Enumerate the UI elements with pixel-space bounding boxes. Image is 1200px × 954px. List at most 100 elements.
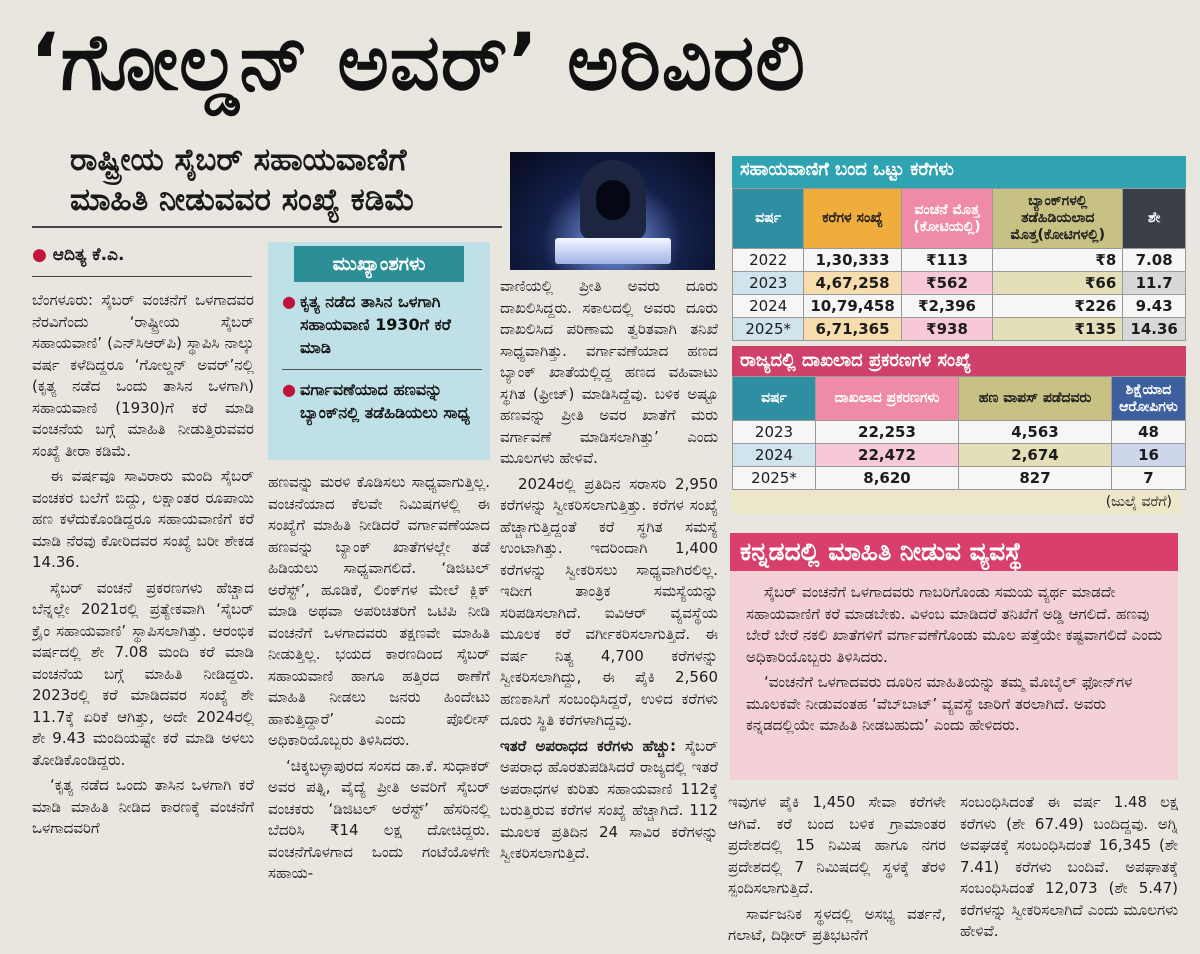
article-column-2: ಹಣವನ್ನು ಮರಳಿ ಕೊಡಿಸಲು ಸಾಧ್ಯವಾಗುತ್ತಿಲ್ಲ. ವ… bbox=[268, 472, 490, 952]
col3-paragraph: ವಾಣಿಯಲ್ಲಿ ಪ್ರೀತಿ ಅವರು ದೂರು ದಾಖಲಿಸಿದ್ದರು.… bbox=[500, 277, 718, 467]
bullet-icon: ● bbox=[282, 292, 296, 311]
table2-caption: ರಾಜ್ಯದಲ್ಲಿ ದಾಖಲಾದ ಪ್ರಕರಣಗಳ ಸಂಖ್ಯೆ bbox=[732, 346, 1186, 376]
table1-header-cell: ಶೇ bbox=[1122, 188, 1186, 249]
table1-header-row: ವರ್ಷ ಕರೆಗಳ ಸಂಖ್ಯೆ ವಂಚನೆ ಮೊತ್ತ (ಕೋಟಿಯಲ್ಲಿ… bbox=[731, 188, 1186, 249]
table2-title: ರಾಜ್ಯದಲ್ಲಿ ದಾಖಲಾದ ಪ್ರಕರಣಗಳ ಸಂಖ್ಯೆ bbox=[740, 350, 972, 371]
table1-cell: ₹113 bbox=[900, 248, 994, 272]
table-row: 2025* 6,71,365 ₹938 ₹135 14.36 bbox=[731, 317, 1186, 341]
table-row: 2023 4,67,258 ₹562 ₹66 11.7 bbox=[731, 271, 1186, 295]
table2-cell: 22,472 bbox=[815, 443, 959, 467]
table1-cell: 2022 bbox=[731, 248, 805, 272]
article-column-4: ಇವುಗಳ ಪೈಕಿ 1,450 ಸೇವಾ ಕರೆಗಳೇ ಆಗಿವೆ. ಕರೆ … bbox=[728, 792, 946, 952]
article-column-1: ಬೆಂಗಳೂರು: ಸೈಬರ್ ವಂಚನೆಗೆ ಒಳಗಾದವರ ನೆರವಿಗೆಂ… bbox=[32, 290, 254, 952]
table-row: 2024 22,472 2,674 16 bbox=[732, 443, 1186, 467]
hood-face-shadow bbox=[596, 180, 630, 220]
table2-header-cell: ಶಿಕ್ಷೆಯಾದ ಆರೋಪಿಗಳು bbox=[1111, 376, 1186, 421]
highlight-item: ● ಕೃತ್ಯ ನಡೆದ ತಾಸಿನ ಒಳಗಾಗಿ ಸಹಾಯವಾಣಿ 1930ಗ… bbox=[282, 290, 482, 359]
table1-header-cell: ಕರೆಗಳ ಸಂಖ್ಯೆ bbox=[803, 188, 902, 249]
table1-cell: ₹66 bbox=[992, 271, 1124, 295]
table1-cell: 4,67,258 bbox=[803, 271, 902, 295]
table2-cell: 8,620 bbox=[815, 466, 959, 490]
kannada-info-title: ಕನ್ನಡದಲ್ಲಿ ಮಾಹಿತಿ ನೀಡುವ ವ್ಯವಸ್ಥೆ bbox=[730, 533, 1178, 571]
table2-cell: 827 bbox=[958, 466, 1112, 490]
table1-cell: ₹562 bbox=[900, 271, 994, 295]
subheadline-rule bbox=[32, 226, 502, 228]
table2-header-row: ವರ್ಷ ದಾಖಲಾದ ಪ್ರಕರಣಗಳು ಹಣ ವಾಪಸ್ ಪಡೆದವರು ಶ… bbox=[732, 376, 1186, 421]
table2-header-cell: ದಾಖಲಾದ ಪ್ರಕರಣಗಳು bbox=[815, 376, 959, 421]
table1-cell: ₹938 bbox=[900, 317, 994, 341]
table1-cell: 10,79,458 bbox=[803, 294, 902, 318]
highlights-title: ಮುಖ್ಯಾಂಶಗಳು bbox=[294, 246, 464, 282]
subheadline-line1: ರಾಷ್ಟ್ರೀಯ ಸೈಬರ್ ಸಹಾಯವಾಣಿಗೆ bbox=[70, 142, 407, 178]
table1-cell: ₹226 bbox=[992, 294, 1124, 318]
table1-header-cell: ಬ್ಯಾಂಕ್‌ಗಳಲ್ಲಿ ತಡೆಹಿಡಿಯಲಾದ ಮೊತ್ತ(ಕೋಟಿಗಳಲ… bbox=[992, 188, 1124, 249]
byline-bullet-icon: ● bbox=[32, 245, 47, 265]
table1-cell: ₹135 bbox=[992, 317, 1124, 341]
table2-note: (ಜುಲೈ ವರೆಗೆ) bbox=[732, 490, 1180, 514]
table2-header-cell: ಹಣ ವಾಪಸ್ ಪಡೆದವರು bbox=[958, 376, 1112, 421]
table1-cell: 2025* bbox=[731, 317, 805, 341]
table1-cell: ₹2,396 bbox=[900, 294, 994, 318]
kannada-info-paragraph: ಸೈಬರ್ ವಂಚನೆಗೆ ಒಳಗಾದವರು ಗಾಬರಿಗೊಂಡು ಸಮಯ ವ್… bbox=[746, 583, 1163, 666]
col1-paragraph: ಸೈಬರ್ ವಂಚನೆ ಪ್ರಕರಣಗಳು ಹೆಚ್ಚಾದ ಬೆನ್ನಲ್ಲೇ … bbox=[32, 578, 254, 769]
col2-paragraph: ‘ಚಿಕ್ಕಬಳ್ಳಾಪುರದ ಸಂಸದ ಡಾ.ಕೆ. ಸುಧಾಕರ್ ಅವರ … bbox=[268, 756, 490, 883]
table2-cell: 22,253 bbox=[815, 420, 959, 444]
highlight-item: ● ವರ್ಗಾವಣೆಯಾದ ಹಣವನ್ನು ಬ್ಯಾಂಕ್‌ನಲ್ಲಿ ತಡೆಹ… bbox=[282, 378, 482, 424]
headline: ‘ಗೋಲ್ಡನ್ ಅವರ್’ ಅರಿವಿರಲಿ bbox=[30, 18, 806, 108]
highlights-list: ● ಕೃತ್ಯ ನಡೆದ ತಾಸಿನ ಒಳಗಾಗಿ ಸಹಾಯವಾಣಿ 1930ಗ… bbox=[282, 290, 482, 424]
table1-cell: 6,71,365 bbox=[803, 317, 902, 341]
table1-cell: 9.43 bbox=[1122, 294, 1186, 318]
table2-cell: 4,563 bbox=[958, 420, 1112, 444]
table2-cell: 2,674 bbox=[958, 443, 1112, 467]
table1-header-cell: ವರ್ಷ bbox=[731, 188, 805, 249]
table1-caption: ಸಹಾಯವಾಣಿಗೆ ಬಂದ ಒಟ್ಟು ಕರೆಗಳು bbox=[732, 156, 1186, 188]
col3-paragraph: 2024ರಲ್ಲಿ ಪ್ರತಿದಿನ ಸರಾಸರಿ 2,950 ಕರೆಗಳನ್ನ… bbox=[500, 474, 718, 730]
article-column-3: ವಾಣಿಯಲ್ಲಿ ಪ್ರೀತಿ ಅವರು ದೂರು ದಾಖಲಿಸಿದ್ದರು.… bbox=[500, 276, 718, 952]
table1-header-cell: ವಂಚನೆ ಮೊತ್ತ (ಕೋಟಿಯಲ್ಲಿ) bbox=[900, 188, 994, 249]
kannada-info-paragraph: ‘ವಂಚನೆಗೆ ಒಳಗಾದವರು ದೂರಿನ ಮಾಹಿತಿಯನ್ನು ತಮ್ಮ… bbox=[746, 673, 1133, 734]
col3-paragraph-subhead: ಇತರೆ ಅಪರಾಧದ ಕರೆಗಳು ಹೆಚ್ಚು: ಸೈಬರ್ ಅಪರಾಧ ಹ… bbox=[500, 736, 718, 865]
byline-author: ಆದಿತ್ಯ ಕೆ.ಎ. bbox=[52, 245, 125, 265]
table1-cell: 2023 bbox=[731, 271, 805, 295]
bullet-icon: ● bbox=[282, 380, 296, 399]
col1-paragraph: ‘ಕೃತ್ಯ ನಡೆದ ಒಂದು ತಾಸಿನ ಒಳಗಾಗಿ ಕರೆ ಮಾಡಿ ಮ… bbox=[32, 776, 254, 837]
col4-paragraph: ಇವುಗಳ ಪೈಕಿ 1,450 ಸೇವಾ ಕರೆಗಳೇ ಆಗಿವೆ. ಕರೆ … bbox=[728, 793, 946, 897]
col2-paragraph: ಹಣವನ್ನು ಮರಳಿ ಕೊಡಿಸಲು ಸಾಧ್ಯವಾಗುತ್ತಿಲ್ಲ. ವ… bbox=[268, 473, 490, 749]
col3-after-text: ಸೈಬರ್ ಅಪರಾಧ ಹೊರತುಪಡಿಸಿದರೆ ರಾಜ್ಯದಲ್ಲಿ ಇತರ… bbox=[500, 736, 718, 863]
table1-cell: 7.08 bbox=[1122, 248, 1186, 272]
table2-cell: 48 bbox=[1111, 420, 1186, 444]
calls-table: ವರ್ಷ ಕರೆಗಳ ಸಂಖ್ಯೆ ವಂಚನೆ ಮೊತ್ತ (ಕೋಟಿಯಲ್ಲಿ… bbox=[731, 188, 1186, 341]
byline: ● ಆದಿತ್ಯ ಕೆ.ಎ. bbox=[32, 245, 257, 265]
table2-cell: 2025* bbox=[732, 466, 816, 490]
table1-cell: 2024 bbox=[731, 294, 805, 318]
cases-table: ವರ್ಷ ದಾಖಲಾದ ಪ್ರಕರಣಗಳು ಹಣ ವಾಪಸ್ ಪಡೆದವರು ಶ… bbox=[732, 376, 1186, 490]
table-row: 2023 22,253 4,563 48 bbox=[732, 420, 1186, 444]
table2-cell: 2023 bbox=[732, 420, 816, 444]
byline-rule bbox=[32, 276, 252, 277]
table1-cell: 14.36 bbox=[1122, 317, 1186, 341]
table2-cell: 7 bbox=[1111, 466, 1186, 490]
table-row: 2022 1,30,333 ₹113 ₹8 7.08 bbox=[731, 248, 1186, 272]
table2-cell: 2024 bbox=[732, 443, 816, 467]
subheadline-line2: ಮಾಹಿತಿ ನೀಡುವವರ ಸಂಖ್ಯೆ ಕಡಿಮೆ bbox=[70, 182, 415, 218]
highlights-divider bbox=[282, 369, 482, 370]
table-row: 2025* 8,620 827 7 bbox=[732, 466, 1186, 490]
article-column-5: ಸಂಬಂಧಿಸಿದಂತೆ ಈ ವರ್ಷ 1.48 ಲಕ್ಷ ಕರೆಗಳು (ಶೇ… bbox=[960, 792, 1178, 952]
table2-cell: 16 bbox=[1111, 443, 1186, 467]
table1-title: ಸಹಾಯವಾಣಿಗೆ ಬಂದ ಒಟ್ಟು ಕರೆಗಳು bbox=[740, 159, 954, 180]
subheadline: ರಾಷ್ಟ್ರೀಯ ಸೈಬರ್ ಸಹಾಯವಾಣಿಗೆ ಮಾಹಿತಿ ನೀಡುವವ… bbox=[70, 140, 500, 220]
table1-cell: ₹8 bbox=[992, 248, 1124, 272]
table1-cell: 11.7 bbox=[1122, 271, 1186, 295]
kannada-info-box bbox=[730, 533, 1178, 780]
laptop-glow-icon bbox=[555, 238, 671, 264]
kannada-info-text: ಸೈಬರ್ ವಂಚನೆಗೆ ಒಳಗಾದವರು ಗಾಬರಿಗೊಂಡು ಸಮಯ ವ್… bbox=[746, 582, 1164, 741]
col1-paragraph: ಬೆಂಗಳೂರು: ಸೈಬರ್ ವಂಚನೆಗೆ ಒಳಗಾದವರ ನೆರವಿಗೆಂ… bbox=[32, 291, 254, 460]
table-row: 2024 10,79,458 ₹2,396 ₹226 9.43 bbox=[731, 294, 1186, 318]
col3-subhead: ಇತರೆ ಅಪರಾಧದ ಕರೆಗಳು ಹೆಚ್ಚು: bbox=[500, 736, 677, 755]
table2-header-cell: ವರ್ಷ bbox=[732, 376, 816, 421]
col5-paragraph: ಸಂಬಂಧಿಸಿದಂತೆ ಈ ವರ್ಷ 1.48 ಲಕ್ಷ ಕರೆಗಳು (ಶೇ… bbox=[960, 793, 1178, 940]
highlight-item-text: ವರ್ಗಾವಣೆಯಾದ ಹಣವನ್ನು ಬ್ಯಾಂಕ್‌ನಲ್ಲಿ ತಡೆಹಿಡ… bbox=[299, 380, 471, 422]
table1-cell: 1,30,333 bbox=[803, 248, 902, 272]
col4-paragraph: ಸಾರ್ವಜನಿಕ ಸ್ಥಳದಲ್ಲಿ ಅಸಭ್ಯ ವರ್ತನೆ, ಗಲಾಟೆ,… bbox=[728, 904, 946, 945]
col1-paragraph: ಈ ವರ್ಷವೂ ಸಾವಿರಾರು ಮಂದಿ ಸೈಬರ್ ವಂಚಕರ ಬಲೆಗೆ… bbox=[32, 467, 254, 571]
